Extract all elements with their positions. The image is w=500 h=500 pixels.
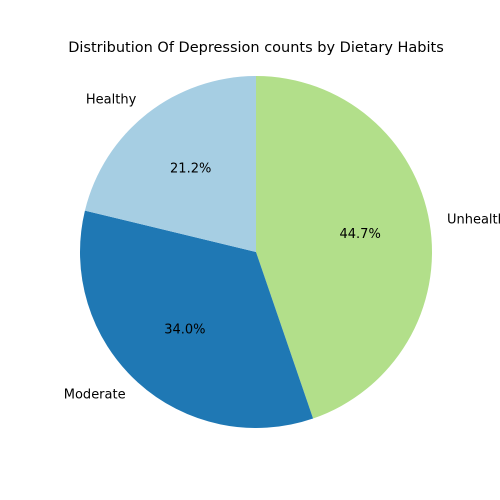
slice-label-healthy: Healthy (86, 92, 137, 107)
pie-slice-healthy (84, 76, 256, 252)
percent-label-healthy: 21.2% (170, 162, 211, 177)
percent-label-unhealthy: 44.7% (340, 227, 381, 242)
percent-label-moderate: 34.0% (164, 323, 205, 338)
pie-slice-moderate (79, 210, 314, 429)
pie-labels: Unhealthy 44.7% Moderate 34.0% Healthy 21.2% (64, 92, 500, 402)
pie-slice-unhealthy (256, 76, 432, 419)
slice-label-unhealthy: Unhealthy (447, 213, 500, 228)
slice-label-moderate: Moderate (64, 388, 126, 403)
chart-title: Distribution Of Depression counts by Die… (68, 40, 444, 56)
pie-slices (79, 76, 432, 429)
